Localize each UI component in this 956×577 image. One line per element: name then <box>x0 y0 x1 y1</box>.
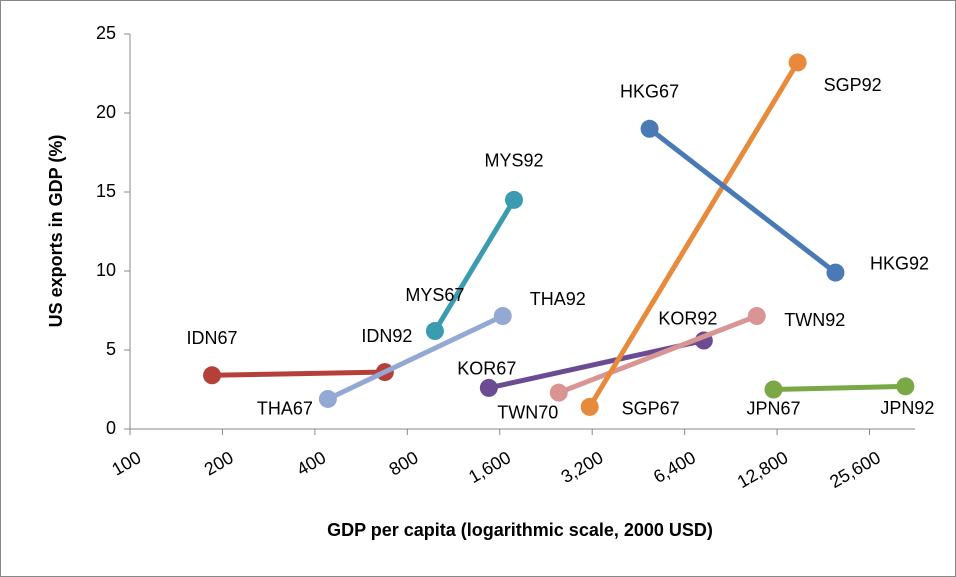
point-label: THA67 <box>257 399 313 419</box>
point <box>425 322 444 341</box>
point <box>549 383 568 402</box>
y-tick-label: 10 <box>96 260 116 280</box>
series-line <box>432 198 517 333</box>
point-label: TWN70 <box>497 402 558 422</box>
point-label: JPN92 <box>880 398 934 418</box>
y-tick-label: 5 <box>106 339 116 359</box>
series-line <box>557 313 758 395</box>
series-line <box>211 369 385 378</box>
point-label: IDN92 <box>361 326 412 346</box>
y-tick-label: 20 <box>96 102 116 122</box>
point-label: KOR67 <box>457 359 516 379</box>
point <box>493 307 512 326</box>
point <box>479 378 498 397</box>
y-tick-label: 15 <box>96 181 116 201</box>
point-label: TWN92 <box>784 310 845 330</box>
point <box>318 389 337 408</box>
point <box>764 380 783 399</box>
point <box>203 366 222 385</box>
point-label: MYS67 <box>405 285 464 305</box>
point-label: HKG92 <box>870 253 929 273</box>
point <box>896 377 915 396</box>
point-label: JPN67 <box>746 398 800 418</box>
series-line <box>326 313 504 402</box>
series-line <box>587 61 800 409</box>
point <box>580 397 599 416</box>
y-axis-title: US exports in GDP (%) <box>46 135 66 328</box>
y-tick-label: 25 <box>96 23 116 43</box>
point-label: IDN67 <box>187 328 238 348</box>
point-label: SGP92 <box>824 75 882 95</box>
point-label: THA92 <box>530 289 586 309</box>
point-label: SGP67 <box>622 399 680 419</box>
point <box>747 307 766 326</box>
point <box>640 119 659 138</box>
point <box>826 263 845 282</box>
point-label: HKG67 <box>620 82 679 102</box>
point <box>504 190 523 209</box>
point <box>788 53 807 72</box>
series-line <box>773 383 906 392</box>
y-tick-label: 0 <box>106 418 116 438</box>
point-label: KOR92 <box>658 308 717 328</box>
x-axis-title: GDP per capita (logarithmic scale, 2000 … <box>327 520 713 540</box>
point-label: MYS92 <box>484 151 543 171</box>
series-line <box>648 126 838 275</box>
